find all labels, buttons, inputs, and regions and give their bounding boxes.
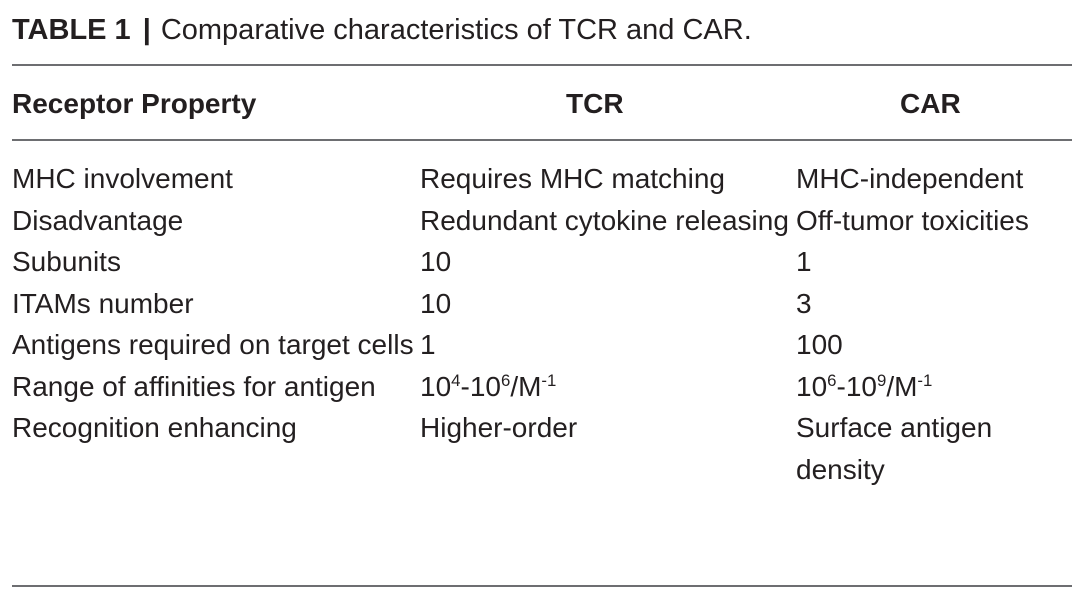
affinity-range: -10 — [836, 370, 877, 402]
table-label: TABLE 1 — [12, 14, 131, 46]
property-cell: MHC involvement — [12, 163, 233, 194]
header-receptor-property: Receptor Property — [12, 88, 257, 119]
affinity-base: 10 — [796, 370, 828, 402]
affinity-unit: /M — [510, 370, 542, 402]
affinity-exponent: 6 — [827, 371, 837, 391]
affinity-base: 10 — [420, 370, 452, 402]
property-cell: Range of affinities for antigen — [12, 370, 376, 402]
table-caption: TABLE 1 | Comparative characteristics of T… — [12, 8, 752, 52]
affinity-unit: /M — [886, 370, 918, 402]
tcr-cell: 10 — [420, 287, 452, 319]
car-cell: 1 — [796, 246, 812, 277]
header-rule — [12, 139, 1072, 141]
table-body: MHC involvement Requires MHC matching MH… — [12, 158, 1072, 490]
header-tcr: TCR — [566, 88, 624, 119]
car-cell: 100 — [796, 329, 843, 360]
tcr-cell: Redundant cytokine releasing — [420, 204, 789, 236]
affinity-exponent: 4 — [451, 371, 461, 391]
affinity-unit-exponent: -1 — [541, 371, 557, 391]
affinity-range: -10 — [460, 370, 501, 402]
table-row: Antigens required on target cells 1 100 — [12, 324, 1072, 366]
car-cell: MHC-independent — [796, 163, 1024, 194]
table-row: MHC involvement Requires MHC matching MH… — [12, 158, 1072, 200]
top-rule — [12, 64, 1072, 66]
tcr-cell: 10 — [420, 246, 452, 277]
caption-separator: | — [142, 14, 151, 46]
table-row: ITAMs number 10 3 — [12, 283, 1072, 325]
property-cell: Subunits — [12, 246, 121, 277]
bottom-rule — [12, 585, 1072, 587]
car-cell: Surface antigen density — [796, 412, 993, 485]
table-row: Range of affinities for antigen 104-106/… — [12, 366, 1072, 408]
table-row: Recognition enhancing Higher-order Surfa… — [12, 407, 1072, 490]
car-affinity-cell: 106-109/M-1 — [796, 366, 1072, 408]
tcr-cell: Higher-order — [420, 412, 578, 443]
property-cell: ITAMs number — [12, 287, 194, 319]
property-cell: Recognition enhancing — [12, 412, 297, 443]
affinity-exponent: 6 — [500, 371, 511, 391]
affinity-exponent: 9 — [876, 371, 887, 391]
tcr-affinity-cell: 104-106/M-1 — [420, 366, 796, 408]
property-cell: Disadvantage — [12, 204, 184, 236]
tcr-cell: Requires MHC matching — [420, 163, 725, 194]
header-car: CAR — [900, 88, 961, 119]
car-cell: 3 — [796, 287, 812, 319]
car-cell: Off-tumor toxicities — [796, 204, 1029, 236]
table-title: Comparative characteristics of TCR and C… — [160, 14, 752, 46]
table-row: Disadvantage Redundant cytokine releasin… — [12, 200, 1072, 242]
tcr-cell: 1 — [420, 329, 436, 360]
table-row: Subunits 10 1 — [12, 241, 1072, 283]
property-cell: Antigens required on target cells — [12, 329, 414, 360]
affinity-unit-exponent: -1 — [917, 371, 933, 391]
